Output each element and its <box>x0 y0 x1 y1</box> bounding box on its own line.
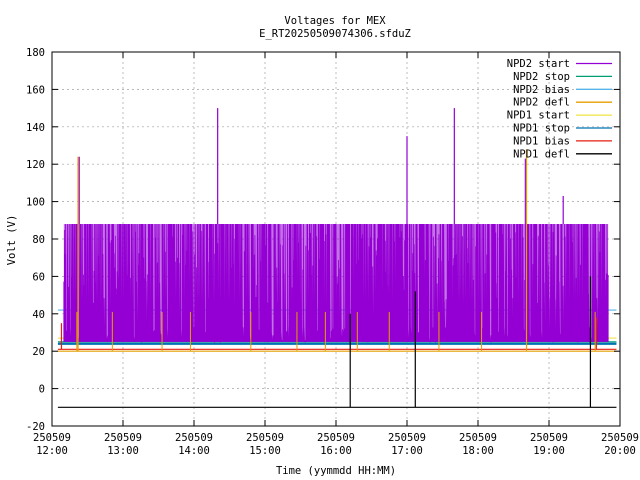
x-axis-label: Time (yymmdd HH:MM) <box>276 465 396 477</box>
legend-label: NPD2 stop <box>513 71 570 83</box>
y-tick-label: 160 <box>26 84 45 96</box>
y-axis-label: Volt (V) <box>6 215 18 266</box>
x-tick-date-label: 250509 <box>459 432 497 444</box>
plot-series <box>57 108 617 408</box>
legend-label: NPD2 defl <box>513 97 570 109</box>
legend-label: NPD1 bias <box>513 135 570 147</box>
legend-label: NPD1 defl <box>513 148 570 160</box>
legend-label: NPD1 start <box>507 110 570 122</box>
legend-label: NPD2 bias <box>513 84 570 96</box>
x-tick-date-label: 250509 <box>601 432 639 444</box>
legend-label: NPD1 stop <box>513 123 570 135</box>
y-tick-label: 40 <box>32 309 45 321</box>
axis-ticks: -2002040608010012014016018025050912:0025… <box>26 47 639 457</box>
x-tick-time-label: 19:00 <box>533 445 565 457</box>
legend-label: NPD2 start <box>507 58 570 70</box>
y-tick-label: 180 <box>26 47 45 59</box>
y-tick-label: 100 <box>26 197 45 209</box>
chart-subtitle: E_RT20250509074306.sfduZ <box>259 28 411 40</box>
y-tick-label: 120 <box>26 159 45 171</box>
x-tick-time-label: 18:00 <box>462 445 494 457</box>
x-tick-date-label: 250509 <box>317 432 355 444</box>
y-tick-label: 80 <box>32 234 45 246</box>
x-tick-date-label: 250509 <box>33 432 71 444</box>
x-tick-time-label: 14:00 <box>178 445 210 457</box>
x-tick-time-label: 12:00 <box>36 445 68 457</box>
x-tick-date-label: 250509 <box>530 432 568 444</box>
x-tick-date-label: 250509 <box>175 432 213 444</box>
series-band-0 <box>63 224 609 342</box>
y-tick-label: 140 <box>26 122 45 134</box>
y-tick-label: -20 <box>26 421 45 433</box>
x-tick-time-label: 13:00 <box>107 445 139 457</box>
x-tick-time-label: 20:00 <box>604 445 636 457</box>
y-tick-label: 60 <box>32 271 45 283</box>
x-tick-date-label: 250509 <box>246 432 284 444</box>
y-tick-label: 0 <box>39 384 45 396</box>
x-tick-time-label: 17:00 <box>391 445 423 457</box>
x-tick-time-label: 15:00 <box>249 445 281 457</box>
x-tick-date-label: 250509 <box>104 432 142 444</box>
x-tick-time-label: 16:00 <box>320 445 352 457</box>
y-tick-label: 20 <box>32 346 45 358</box>
x-tick-date-label: 250509 <box>388 432 426 444</box>
chart-title: Voltages for MEX <box>284 15 386 27</box>
